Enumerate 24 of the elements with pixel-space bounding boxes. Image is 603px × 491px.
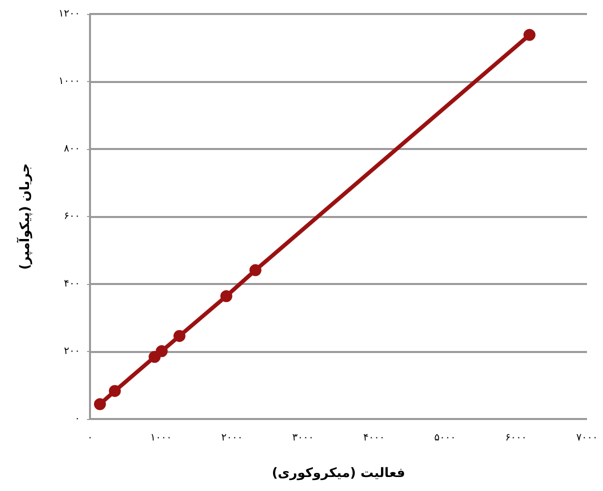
point <box>156 345 168 358</box>
point <box>108 384 121 397</box>
y-tick-label: ۱۲۰۰ <box>58 8 80 20</box>
point <box>524 28 536 41</box>
point <box>94 398 106 410</box>
x-tick-label: ۳۰۰۰ <box>292 432 314 444</box>
y-tick-label: ۸۰۰ <box>64 144 80 154</box>
x-tick-label: ۷۰۰۰ <box>576 432 598 444</box>
y-axis-title: جریان (پیکوآمپر) <box>16 163 33 270</box>
y-tick-label: ۰ <box>74 414 80 424</box>
y-tick-label: ۶۰۰ <box>64 211 80 222</box>
y-tick-label: ۱۰۰۰ <box>58 76 80 87</box>
x-tick-label: ۴۰۰۰ <box>363 432 385 444</box>
y-tick-label: ۲۰۰ <box>64 346 80 357</box>
point <box>220 290 232 302</box>
x-tick-label: ۱۰۰۰ <box>150 432 172 444</box>
point <box>173 330 186 342</box>
x-axis-title: فعالیت (میکروکوری) <box>272 466 406 481</box>
point <box>249 264 262 276</box>
x-tick-label: ۶۰۰۰ <box>505 432 527 444</box>
x-tick-label: ۰ <box>87 432 93 444</box>
y-tick-label: ۴۰۰ <box>64 278 80 290</box>
x-tick-label: ۲۰۰۰ <box>221 432 243 444</box>
x-tick-label: ۵۰۰۰ <box>434 432 456 444</box>
